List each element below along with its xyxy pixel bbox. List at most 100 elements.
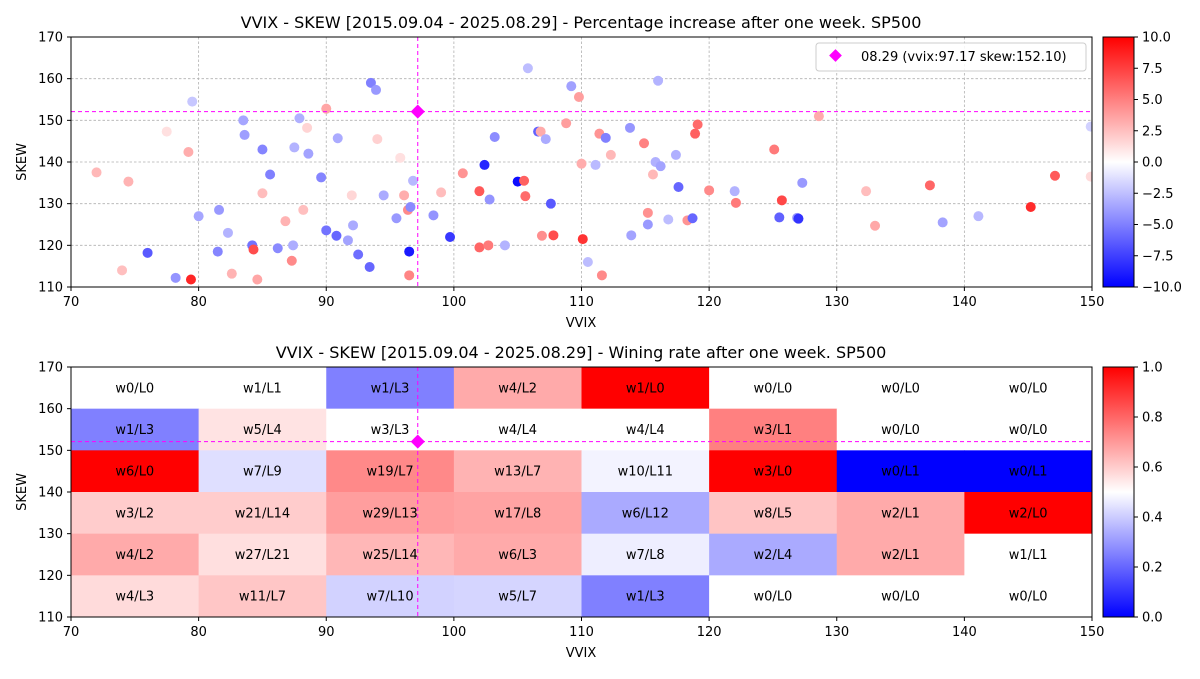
colorbar-tick-label: −2.5 [1142,187,1174,202]
scatter-point [321,225,332,236]
scatter-point [212,246,223,257]
scatter-point [937,217,948,228]
scatter-point [729,186,740,197]
scatter-point [582,257,593,267]
scatter-point [252,274,263,285]
heatmap-cell-label: w7/L10 [367,590,414,605]
scatter-point [321,103,332,114]
heatmap-cell-label: w1/L3 [371,381,410,396]
scatter-point [302,122,313,133]
heatmap-cell-label: w3/L1 [754,423,793,438]
scatter-point [536,230,547,241]
scatter-point [364,262,375,272]
x-tick-label: 100 [441,625,466,640]
heatmap-cell-label: w2/L0 [1009,506,1048,521]
heatmap-cell-label: w3/L3 [371,423,410,438]
x-tick-label: 90 [318,625,335,640]
heatmap-cell [836,367,965,410]
y-tick-label: 130 [38,527,63,542]
heatmap-cell-label: w0/L0 [754,381,793,396]
x-tick-label: 150 [1080,295,1105,310]
x-tick-label: 140 [952,625,977,640]
scatter-point [371,84,382,95]
scatter-point [346,190,357,201]
scatter-point [973,211,984,222]
heatmap-cell [326,450,455,493]
heatmap-cell-label: w10/L11 [618,465,673,480]
scatter-point [257,144,268,155]
y-tick-label: 160 [38,72,63,87]
scatter-point [730,197,741,208]
scatter-current-marker [71,37,1092,287]
colorbar-tick-label: 0.8 [1142,411,1163,426]
heatmap-cell-label: w1/L3 [626,590,665,605]
scatter-point [404,246,415,257]
scatter-point [353,249,364,260]
scatter-point [457,168,468,179]
heatmap-cell-label: w0/L0 [881,590,920,605]
scatter-point [605,149,616,160]
x-tick-label: 90 [318,295,335,310]
heatmap-cell-label: w2/L4 [754,548,793,563]
heatmap-cell [964,533,1092,576]
heatmap-cell-label: w5/L7 [498,590,537,605]
scatter-point [540,134,551,145]
heatmap-cell [198,408,327,451]
heatmap-cell-label: w1/L1 [1009,548,1048,563]
heatmap-cell-label: w1/L1 [243,381,282,396]
scatter-point [561,118,572,129]
heatmap-colorbar-bar [1102,366,1135,618]
heatmap-cell [964,450,1092,493]
scatter-point [303,148,314,159]
heatmap-cell-label: w4/L2 [498,381,537,396]
scatter-point [474,186,485,197]
scatter-point [653,75,664,86]
scatter-point [257,188,268,199]
x-tick-label: 100 [441,295,466,310]
heatmap-cell [326,575,455,617]
scatter-point [183,147,194,157]
scatter-point [117,265,128,276]
heatmap-cell [453,575,582,617]
colorbar-tick-label: 2.5 [1142,124,1163,139]
y-tick-label: 150 [38,114,63,129]
heatmap-cell [326,408,455,451]
scatter-point [519,175,530,186]
y-tick-label: 150 [38,444,63,459]
heatmap-cell-label: w27/L21 [235,548,290,563]
heatmap-cell-label: w4/L3 [115,590,154,605]
heatmap-cell [836,450,965,493]
scatter-point [280,216,291,227]
heatmap-cell [964,408,1092,451]
scatter-points [91,63,1092,285]
heatmap-cell [71,575,200,617]
scatter-point [288,240,299,251]
heatmap-cell [453,408,582,451]
scatter-point [535,126,546,137]
heatmap-cell [581,367,710,410]
scatter-point [590,159,601,170]
scatter-point [395,152,406,163]
heatmap-cell [198,367,327,410]
heatmap-cell-label: w3/L2 [115,506,154,521]
scatter-point [332,133,343,144]
heatmap-cell-label: w4/L4 [498,423,537,438]
x-tick-label: 130 [824,625,849,640]
heatmap-cell [709,533,838,576]
scatter-point [870,220,881,231]
heatmap-cell-label: w8/L5 [754,506,793,521]
heatmap-cell [198,450,327,493]
heatmap-cell [453,367,582,410]
heatmap-cell-label: w3/L0 [754,465,793,480]
scatter-point [692,119,703,130]
scatter-point [673,182,684,192]
heatmap-cell [71,450,200,493]
scatter-point [566,81,577,92]
heatmap-cell [453,450,582,493]
y-tick-label: 120 [38,569,63,584]
scatter-point [331,230,342,241]
heatmap-cell-label: w0/L0 [1009,423,1048,438]
scatter-point [483,240,494,251]
scatter-point [161,126,172,137]
scatter-chart: VVIX - SKEW [2015.09.04 - 2025.08.29] - … [15,13,1182,331]
